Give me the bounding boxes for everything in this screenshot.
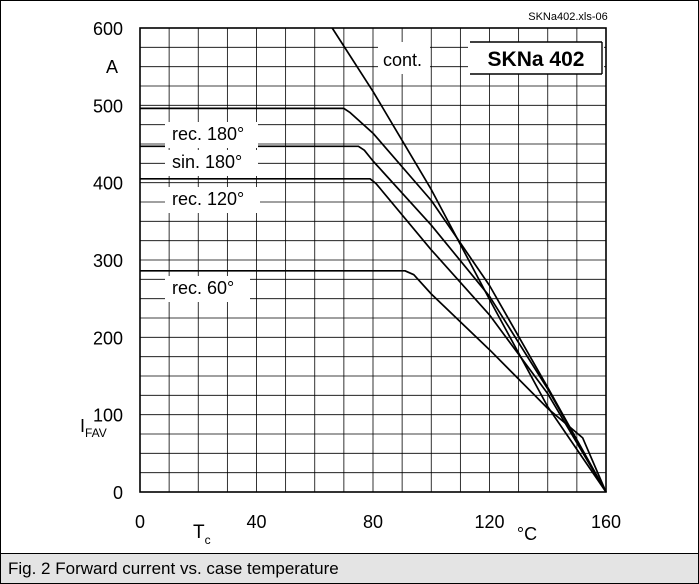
series-label-background (165, 276, 250, 302)
y-tick-label: 500 (93, 96, 123, 116)
series-line (140, 145, 607, 493)
series-line (140, 107, 607, 493)
x-tick-label: 40 (246, 512, 266, 532)
series-label: rec. 120° (172, 189, 244, 209)
y-tick-label: 100 (93, 406, 123, 426)
y-tick-label: 0 (113, 483, 123, 503)
series-label: cont. (383, 50, 422, 70)
y-axis-unit: A (106, 57, 118, 77)
series-label-background (165, 122, 258, 148)
series-label: sin. 180° (172, 152, 242, 172)
figure-caption: Fig. 2 Forward current vs. case temperat… (8, 559, 339, 578)
y-tick-label: 200 (93, 328, 123, 348)
series-line (140, 177, 607, 493)
series-label: rec. 180° (172, 124, 244, 144)
figure-caption-bar: Fig. 2 Forward current vs. case temperat… (1, 553, 698, 583)
y-tick-label: 300 (93, 251, 123, 271)
x-axis-unit: °C (517, 524, 537, 544)
y-tick-label: 600 (93, 19, 123, 39)
plot-border (139, 27, 607, 493)
series-label: rec. 60° (172, 278, 234, 298)
x-tick-label: 160 (591, 512, 621, 532)
source-tag: SKNa402.xls-06 (528, 11, 608, 23)
x-axis-label-subscript: c (205, 533, 211, 547)
series-line (140, 269, 607, 493)
series-label-background (165, 187, 260, 213)
x-axis-label: Tc (193, 522, 211, 547)
y-tick-label: 400 (93, 174, 123, 194)
series-label-background (165, 150, 258, 176)
x-tick-label: 0 (135, 512, 145, 532)
product-label-background (468, 42, 604, 74)
series-label-background (378, 42, 430, 74)
product-label: SKNa 402 (488, 48, 585, 71)
y-axis-label-subscript: FAV (85, 426, 107, 440)
x-tick-label: 120 (474, 512, 504, 532)
x-tick-label: 80 (363, 512, 383, 532)
